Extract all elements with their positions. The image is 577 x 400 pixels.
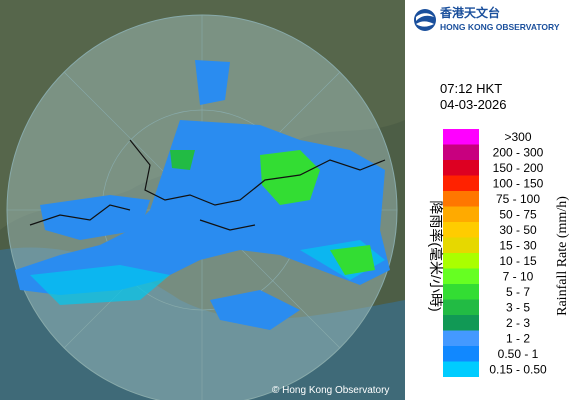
legend-swatch [443,237,479,253]
legend-swatch [443,222,479,238]
legend-label: 200 - 300 [493,145,544,159]
legend-label: 0.15 - 0.50 [489,362,547,376]
logo-english: HONG KONG OBSERVATORY [440,22,560,32]
legend-label: 75 - 100 [496,192,540,206]
legend-swatch [443,361,479,377]
logo: 香港天文台 HONG KONG OBSERVATORY [414,5,560,32]
legend-swatch [443,160,479,176]
coastline [29,139,386,231]
time: 07:12 HKT [440,81,502,96]
legend-swatch [443,315,479,331]
legend-swatch [443,129,479,145]
legend-label: 1 - 2 [506,331,530,345]
legend-swatch [443,299,479,315]
legend-swatch [443,175,479,191]
legend-title-english: Rainfall Rate (mm/h) [555,196,570,316]
radar-map: © Hong Kong Observatory [0,0,405,400]
legend-label: 15 - 30 [499,238,537,252]
rain-echo-moderate [170,150,375,275]
legend-label: 30 - 50 [499,223,537,237]
legend-label: 5 - 7 [506,285,530,299]
legend-swatch [443,330,479,346]
legend-title-chinese: 降雨率(毫米/小時) [428,200,444,311]
legend-label: 100 - 150 [493,176,544,190]
copyright: © Hong Kong Observatory [272,385,389,396]
legend-swatch [443,346,479,362]
logo-chinese: 香港天文台 [439,5,500,20]
legend-swatch [443,284,479,300]
legend-label: 7 - 10 [503,269,534,283]
legend-label: 50 - 75 [499,207,537,221]
legend-label: 10 - 15 [499,254,537,268]
legend-label: 2 - 3 [506,316,530,330]
legend-swatch [443,268,479,284]
legend-swatch [443,253,479,269]
legend-label: 150 - 200 [493,161,544,175]
legend-swatch [443,206,479,222]
legend-label: >300 [504,130,531,144]
date: 04-03-2026 [440,97,507,112]
legend-swatch [443,191,479,207]
legend-label: 0.50 - 1 [498,347,539,361]
legend-label: 3 - 5 [506,300,530,314]
legend-swatch [443,144,479,160]
